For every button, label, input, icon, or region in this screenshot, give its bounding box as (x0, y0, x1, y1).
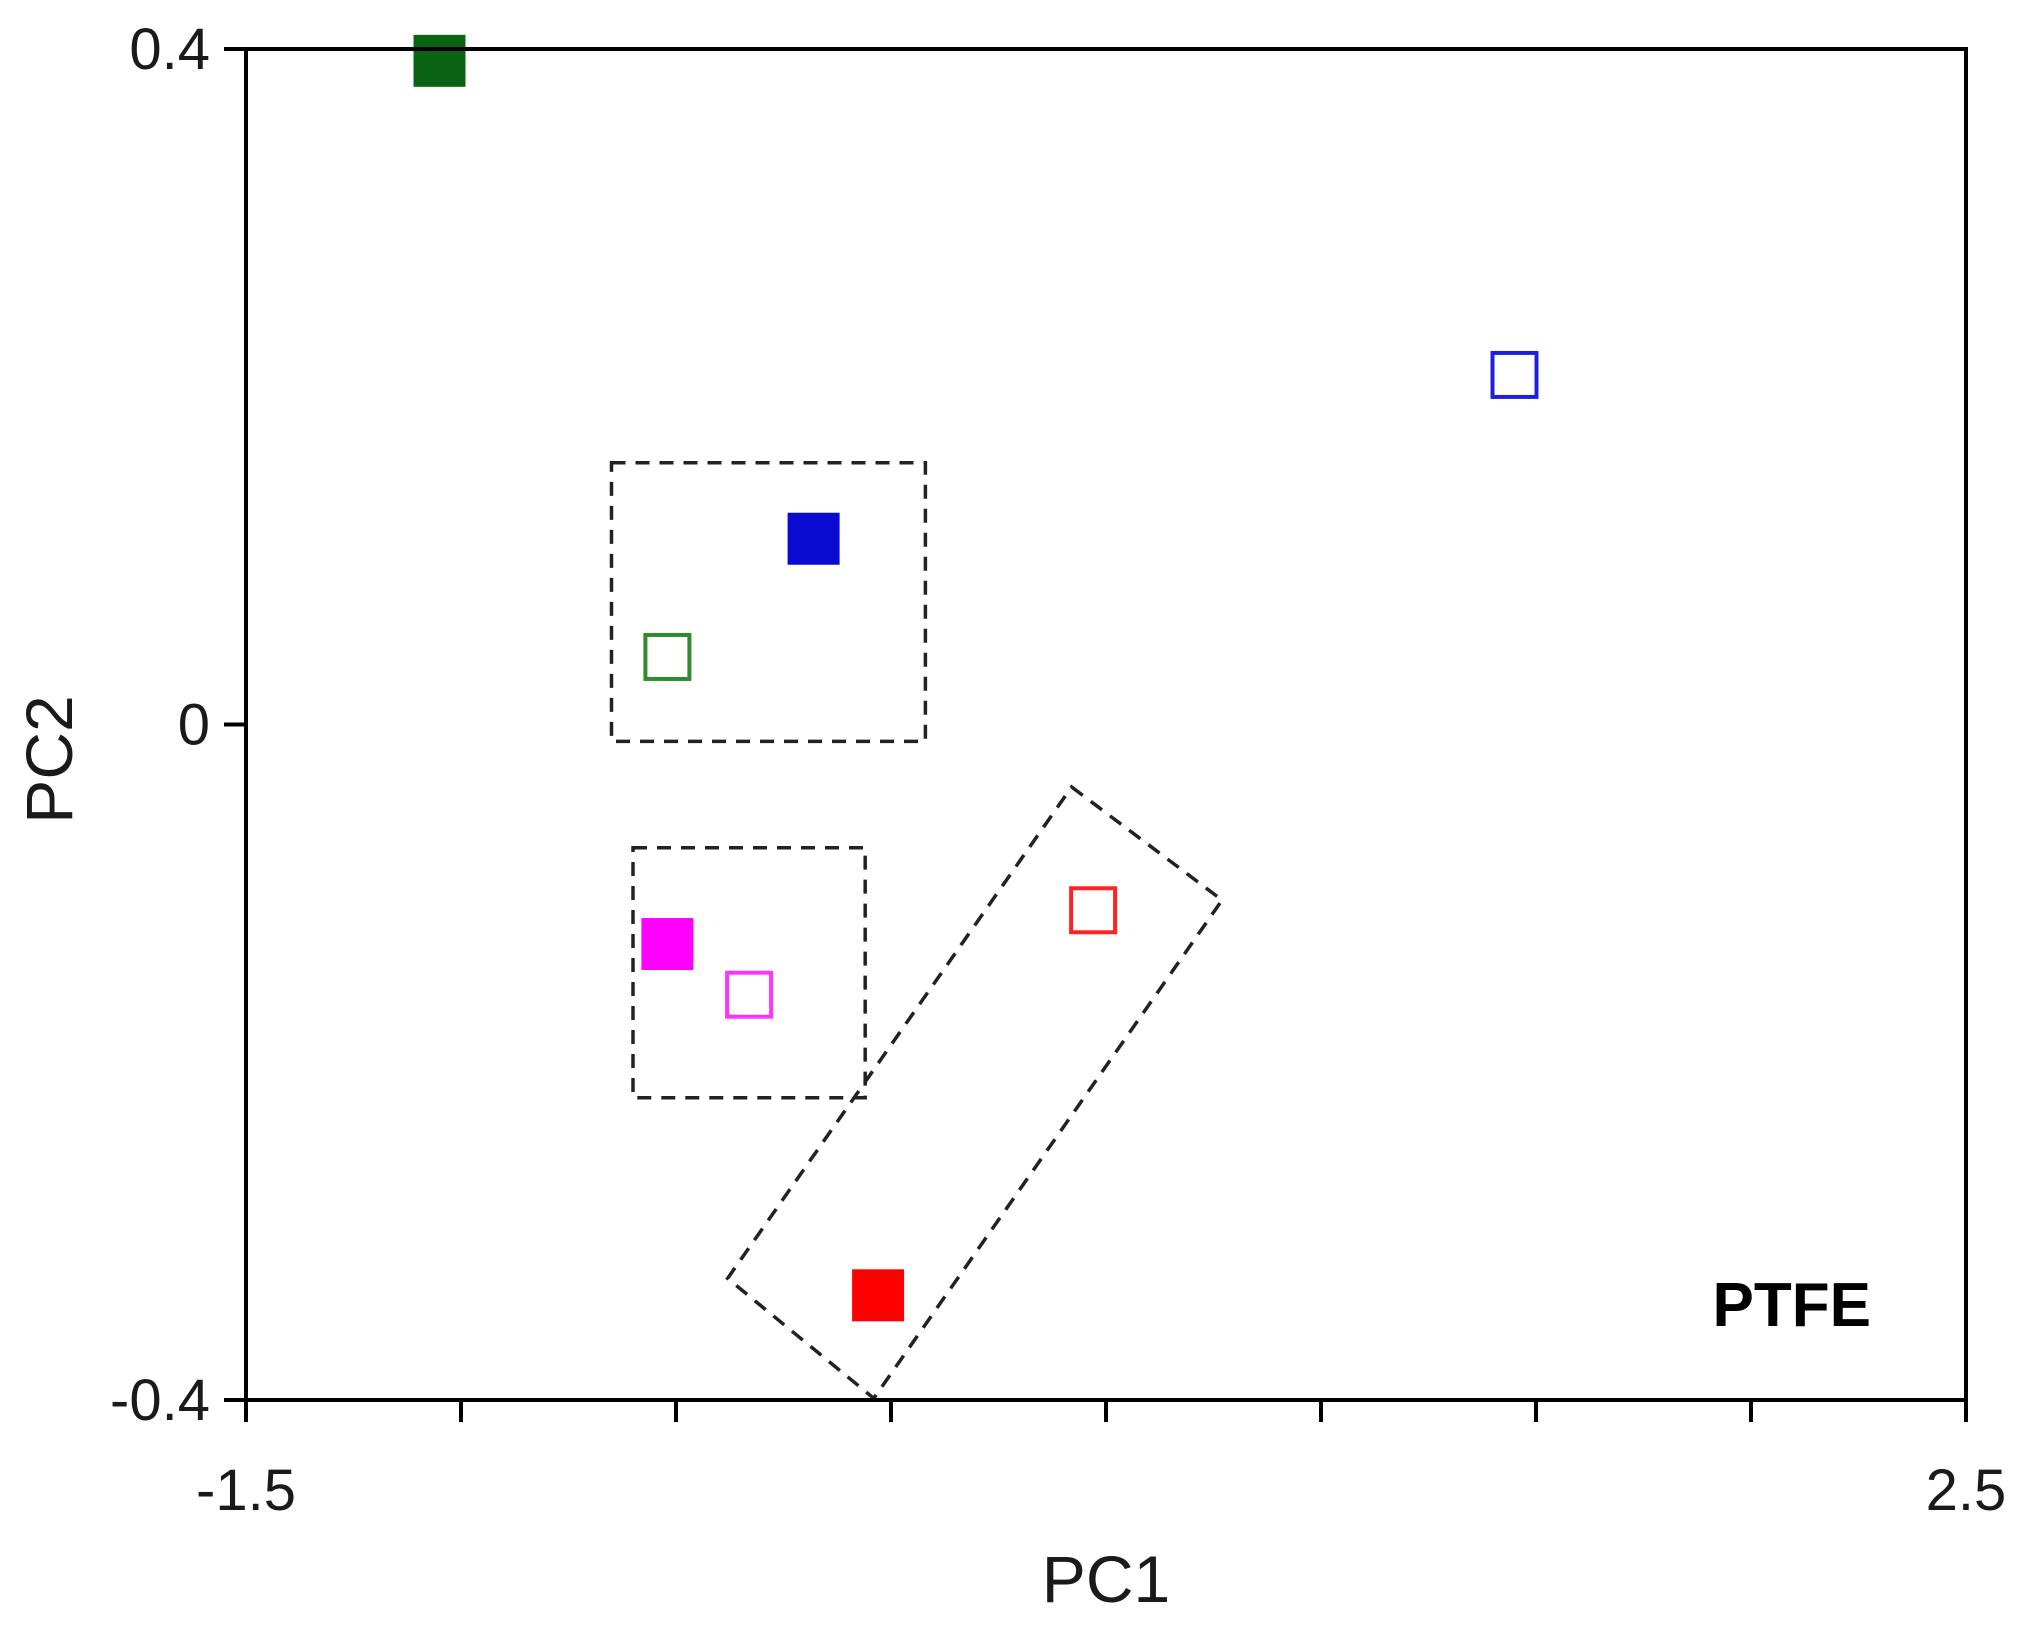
x-axis-title: PC1 (1042, 1542, 1170, 1616)
y-tick-label-1: 0 (178, 693, 210, 758)
data-point-2 (787, 512, 840, 565)
cluster-box-0 (609, 460, 928, 744)
cluster-box-1 (631, 846, 867, 1100)
y-axis-ticks (224, 47, 246, 1402)
x-tick-label-1: 2.5 (1926, 1458, 2007, 1523)
y-tick-label-2: -0.4 (110, 1368, 210, 1433)
x-axis-ticks (244, 1400, 1968, 1422)
data-point-5 (725, 970, 774, 1019)
data-points (413, 34, 1539, 1322)
data-point-3 (643, 632, 692, 681)
data-point-6 (1069, 886, 1118, 935)
x-axis-tick-labels: -1.5 2.5 (196, 1458, 2006, 1523)
x-tick-label-0: -1.5 (196, 1458, 296, 1523)
data-point-7 (852, 1269, 905, 1322)
y-tick-label-0: 0.4 (129, 17, 210, 82)
data-point-0 (413, 34, 466, 87)
data-point-1 (1490, 350, 1539, 399)
cluster-boxes (609, 460, 1225, 1401)
data-point-4 (641, 918, 694, 971)
chart-annotation-ptfe: PTFE (1713, 1271, 1871, 1340)
cluster-box-2 (725, 784, 1225, 1401)
plot-area-frame (244, 47, 1968, 1402)
y-axis-tick-labels: 0.4 0 -0.4 (110, 17, 210, 1433)
y-axis-title: PC2 (12, 695, 86, 823)
